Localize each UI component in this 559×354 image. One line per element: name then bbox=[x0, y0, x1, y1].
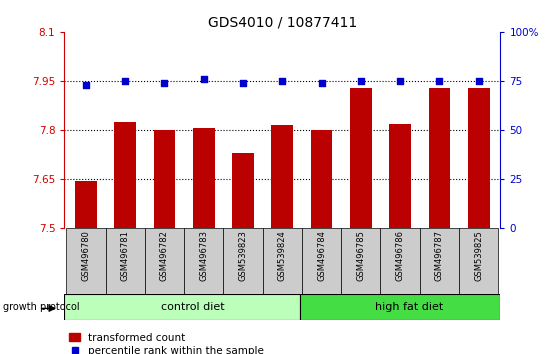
Text: GSM496785: GSM496785 bbox=[356, 230, 366, 281]
Bar bbox=[272, 125, 293, 228]
Bar bbox=[184, 228, 224, 294]
Bar bbox=[381, 228, 420, 294]
Bar bbox=[64, 294, 300, 320]
Bar bbox=[224, 228, 263, 294]
Bar bbox=[232, 153, 254, 228]
Text: control diet: control diet bbox=[161, 302, 225, 312]
Bar bbox=[300, 294, 500, 320]
Bar bbox=[389, 124, 411, 228]
Bar bbox=[468, 87, 490, 228]
Bar bbox=[302, 228, 341, 294]
Bar bbox=[75, 181, 97, 228]
Point bbox=[121, 78, 130, 84]
Bar bbox=[311, 130, 333, 228]
Title: GDS4010 / 10877411: GDS4010 / 10877411 bbox=[208, 15, 357, 29]
Bar bbox=[420, 228, 459, 294]
Point bbox=[82, 82, 91, 88]
Bar bbox=[115, 122, 136, 228]
Point bbox=[317, 80, 326, 86]
Bar bbox=[459, 228, 498, 294]
Point bbox=[357, 78, 366, 84]
Point bbox=[474, 78, 483, 84]
Bar bbox=[106, 228, 145, 294]
Bar bbox=[350, 87, 372, 228]
Text: GSM496784: GSM496784 bbox=[317, 230, 326, 281]
Text: GSM496780: GSM496780 bbox=[82, 230, 91, 281]
Bar bbox=[154, 130, 176, 228]
Text: GSM539823: GSM539823 bbox=[239, 230, 248, 281]
Text: GSM496786: GSM496786 bbox=[396, 230, 405, 281]
Point bbox=[239, 80, 248, 86]
Bar bbox=[263, 228, 302, 294]
Text: high fat diet: high fat diet bbox=[375, 302, 443, 312]
Bar bbox=[341, 228, 381, 294]
Bar bbox=[193, 129, 215, 228]
Text: GSM496782: GSM496782 bbox=[160, 230, 169, 281]
Point bbox=[278, 78, 287, 84]
Text: GSM496787: GSM496787 bbox=[435, 230, 444, 281]
Bar bbox=[67, 228, 106, 294]
Legend: transformed count, percentile rank within the sample: transformed count, percentile rank withi… bbox=[69, 333, 264, 354]
Bar bbox=[145, 228, 184, 294]
Text: growth protocol: growth protocol bbox=[3, 302, 79, 312]
Point bbox=[160, 80, 169, 86]
Text: GSM539824: GSM539824 bbox=[278, 230, 287, 281]
Bar bbox=[429, 87, 450, 228]
Text: GSM539825: GSM539825 bbox=[474, 230, 483, 281]
Text: GSM496781: GSM496781 bbox=[121, 230, 130, 281]
Point bbox=[435, 78, 444, 84]
Point bbox=[199, 76, 208, 82]
Point bbox=[396, 78, 405, 84]
Text: GSM496783: GSM496783 bbox=[199, 230, 209, 281]
